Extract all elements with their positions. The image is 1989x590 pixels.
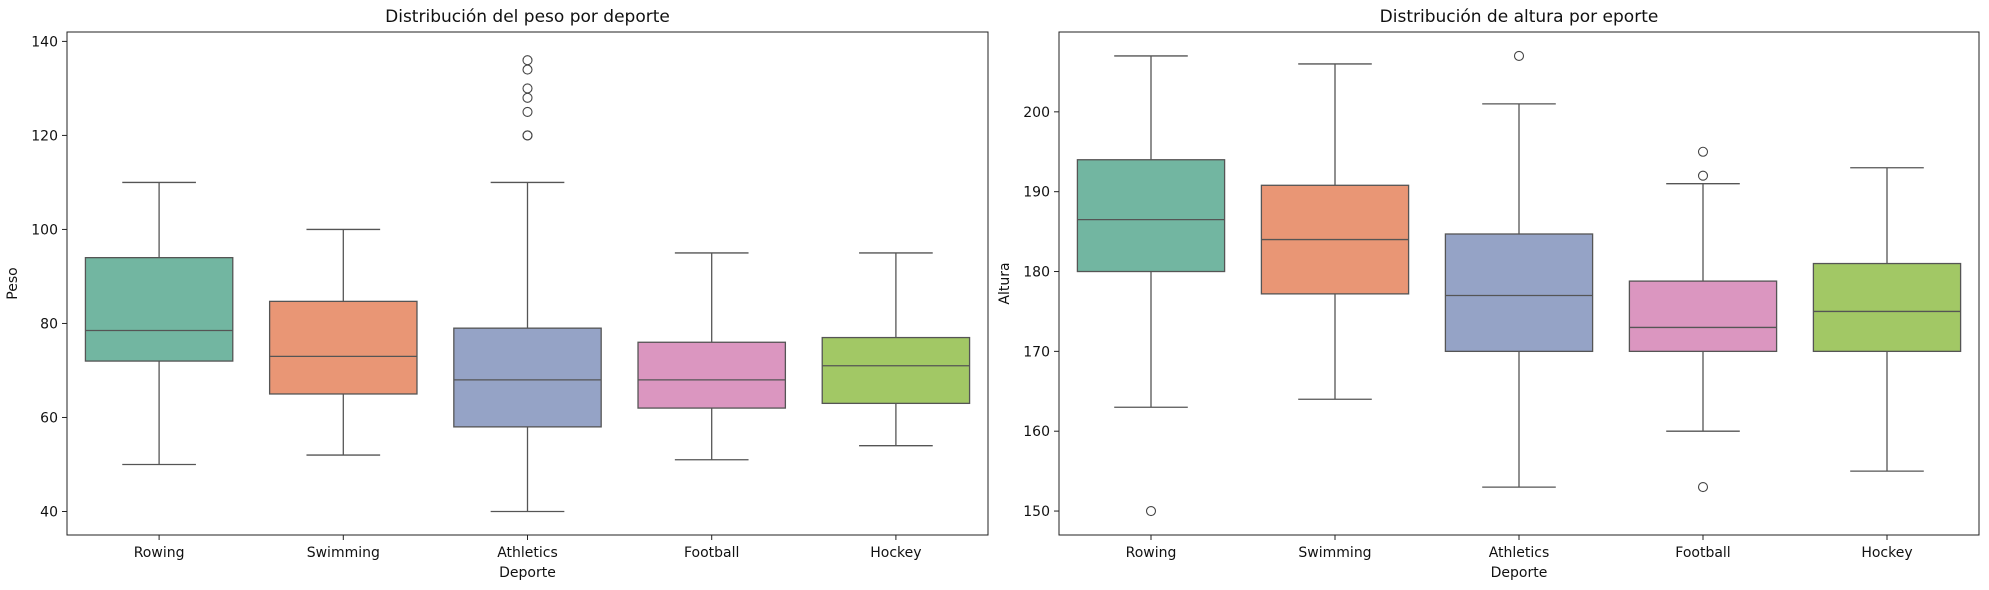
x-tick-label: Rowing bbox=[1126, 545, 1177, 561]
subplot-2: Distribución de altura por eporte 150 160 1… bbox=[997, 7, 1980, 581]
y-tick-label: 180 bbox=[1023, 265, 1050, 281]
box-body bbox=[1444, 233, 1594, 353]
box-body bbox=[1812, 262, 1962, 353]
box-swimming bbox=[268, 228, 418, 456]
axes-frame bbox=[66, 31, 989, 536]
outlier-point bbox=[522, 55, 533, 66]
x-tick-label: Swimming bbox=[307, 545, 380, 561]
outlier-point bbox=[1513, 50, 1525, 62]
box-body bbox=[821, 336, 971, 405]
y-axis-label: Altura bbox=[997, 262, 1013, 304]
box-athletics bbox=[1444, 50, 1594, 488]
x-tick-label: Swimming bbox=[1298, 545, 1371, 561]
box-body bbox=[1628, 280, 1778, 353]
x-axis-label: Deporte bbox=[499, 565, 556, 581]
box-football bbox=[637, 252, 787, 461]
outlier-point bbox=[1697, 170, 1709, 181]
outlier-point bbox=[522, 83, 533, 94]
x-tick-label: Hockey bbox=[870, 545, 921, 561]
chart-title: Distribución del peso por deporte bbox=[385, 7, 670, 27]
x-tick-label: Athletics bbox=[1489, 545, 1550, 561]
y-tick-label: 60 bbox=[40, 410, 58, 426]
subplot-1: Distribución del peso por deporte 40 60 80 1… bbox=[5, 7, 989, 581]
outlier-point bbox=[522, 130, 533, 141]
y-tick-label: 40 bbox=[40, 504, 58, 520]
y-tick-label: 80 bbox=[40, 316, 58, 332]
box-rowing bbox=[1076, 55, 1226, 517]
box-body bbox=[268, 300, 418, 395]
outlier-point bbox=[1697, 146, 1709, 157]
box-rowing bbox=[84, 181, 234, 466]
x-axis-label: Deporte bbox=[1491, 565, 1548, 581]
y-tick-label: 150 bbox=[1023, 504, 1050, 520]
box-body bbox=[84, 256, 234, 362]
y-tick-label: 190 bbox=[1023, 185, 1050, 201]
outlier-point bbox=[1145, 505, 1157, 517]
x-tick-label: Hockey bbox=[1861, 545, 1912, 561]
y-tick-label: 120 bbox=[31, 128, 58, 144]
box-body bbox=[1076, 159, 1226, 273]
chart-title: Distribución de altura por eporte bbox=[1380, 7, 1659, 27]
box-football bbox=[1628, 146, 1778, 493]
outlier-point bbox=[522, 64, 533, 75]
box-body bbox=[453, 327, 602, 428]
x-tick-label: Athletics bbox=[497, 545, 558, 561]
y-tick-label: 200 bbox=[1023, 105, 1050, 121]
box-hockey bbox=[821, 252, 971, 447]
box-hockey bbox=[1812, 167, 1962, 472]
box-body bbox=[637, 341, 787, 409]
y-axis-label: Peso bbox=[5, 267, 21, 299]
y-tick-label: 100 bbox=[31, 222, 58, 238]
outlier-point bbox=[1697, 482, 1709, 493]
axes-frame bbox=[1058, 31, 1980, 536]
y-tick-label: 160 bbox=[1023, 424, 1050, 440]
y-tick-label: 170 bbox=[1023, 344, 1050, 360]
x-tick-label: Football bbox=[684, 545, 739, 561]
box-swimming bbox=[1260, 63, 1410, 400]
x-tick-label: Football bbox=[1675, 545, 1730, 561]
box-athletics bbox=[453, 55, 602, 513]
outlier-point bbox=[522, 92, 533, 103]
x-tick-label: Rowing bbox=[134, 545, 185, 561]
outlier-point bbox=[522, 106, 533, 117]
y-tick-label: 140 bbox=[31, 34, 58, 50]
